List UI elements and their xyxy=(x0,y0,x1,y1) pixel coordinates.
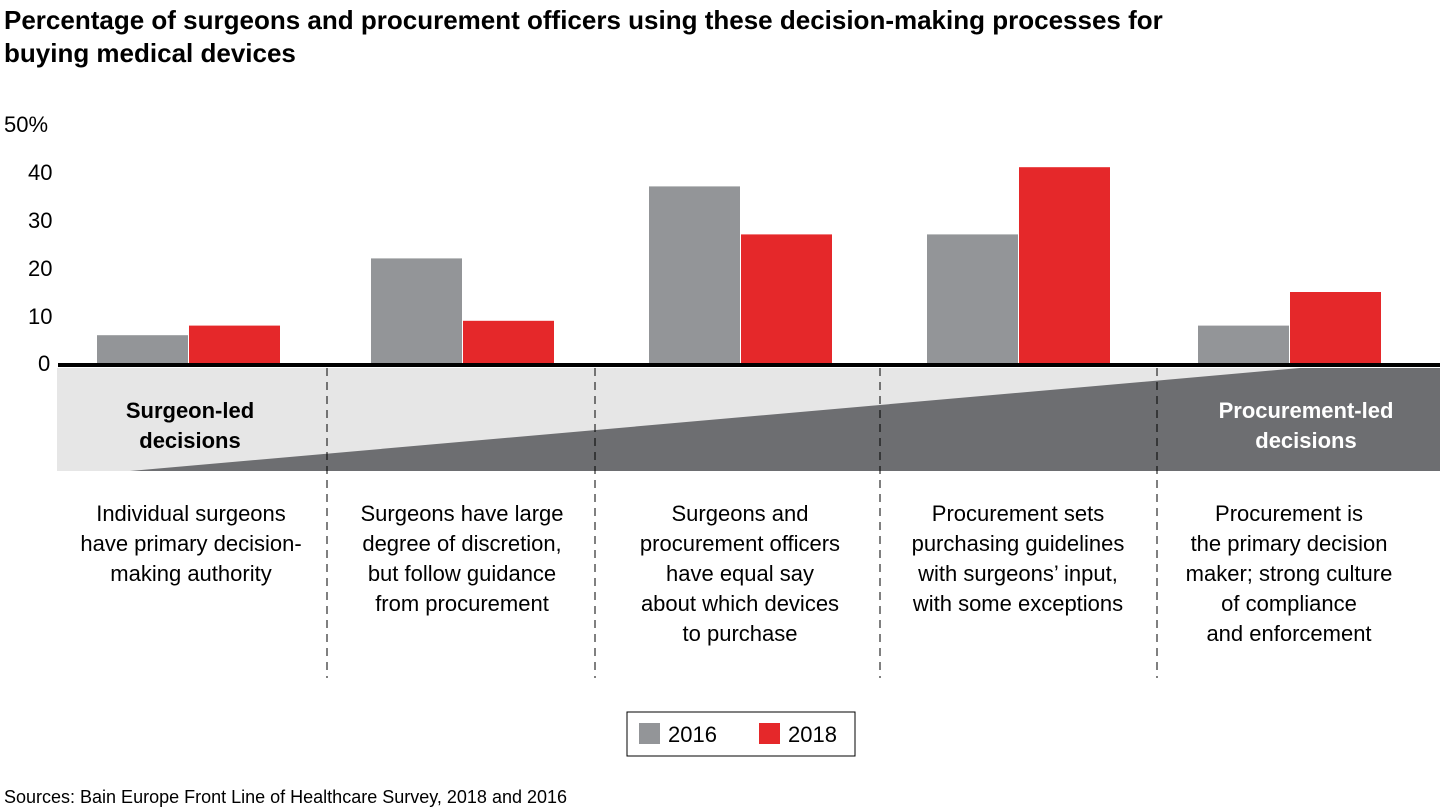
category-label-line: have primary decision- xyxy=(80,531,301,556)
bars xyxy=(97,167,1381,364)
category-label-line: Surgeons and xyxy=(672,501,809,526)
category-label-line: Procurement sets xyxy=(932,501,1104,526)
source-note: Sources: Bain Europe Front Line of Healt… xyxy=(4,787,567,807)
category-label-line: have equal say xyxy=(666,561,814,586)
bar-2016-4 xyxy=(927,234,1018,364)
y-tick-label: 50% xyxy=(4,112,48,137)
chart-title-line-1: Percentage of surgeons and procurement o… xyxy=(4,5,1163,35)
chart-title-line-2: buying medical devices xyxy=(4,38,296,68)
category-label-line: Individual surgeons xyxy=(96,501,286,526)
band-right-label: Procurement-led xyxy=(1219,398,1394,423)
bar-2018-5 xyxy=(1290,292,1381,364)
category-dividers xyxy=(326,368,1158,678)
bar-2018-4 xyxy=(1019,167,1110,364)
category-label-line: the primary decision xyxy=(1191,531,1388,556)
category-label-line: purchasing guidelines xyxy=(912,531,1125,556)
bar-2016-1 xyxy=(97,335,188,364)
band-right-label: decisions xyxy=(1255,428,1356,453)
bar-2016-5 xyxy=(1198,325,1289,364)
bar-2018-3 xyxy=(741,234,832,364)
category-label-line: procurement officers xyxy=(640,531,840,556)
category-label-line: making authority xyxy=(110,561,271,586)
category-label-line: with some exceptions xyxy=(912,591,1123,616)
category-label-line: of compliance xyxy=(1221,591,1357,616)
legend-box xyxy=(626,711,856,757)
category-label-line: but follow guidance xyxy=(368,561,556,586)
y-tick-label: 30 xyxy=(28,208,52,233)
category-labels: Individual surgeons have primary decision… xyxy=(80,501,1392,646)
legend-swatch-2016 xyxy=(639,723,660,744)
bar-2018-1 xyxy=(189,325,280,364)
category-label-line: from procurement xyxy=(375,591,549,616)
y-tick-label: 0 xyxy=(38,351,50,376)
category-label-line: and enforcement xyxy=(1206,621,1371,646)
category-label-line: Surgeons have large xyxy=(360,501,563,526)
decision-band: Surgeon-led decisions Procurement-led decis… xyxy=(57,368,1440,471)
band-dark-wedge xyxy=(130,368,1440,471)
bar-2016-2 xyxy=(371,258,462,364)
legend-swatch-2018 xyxy=(759,723,780,744)
category-label-line: about which devices xyxy=(641,591,839,616)
y-tick-label: 40 xyxy=(28,160,52,185)
y-tick-label: 10 xyxy=(28,304,52,329)
y-axis: 0 10 20 30 40 50% xyxy=(4,112,52,376)
category-label-line: to purchase xyxy=(683,621,798,646)
bar-2018-2 xyxy=(463,320,554,364)
legend: 2016 2018 xyxy=(626,711,856,757)
category-label-line: degree of discretion, xyxy=(362,531,561,556)
legend-label-2016: 2016 xyxy=(668,722,717,747)
legend-label-2018: 2018 xyxy=(788,722,837,747)
category-label-line: with surgeons’ input, xyxy=(917,561,1118,586)
band-left-label: Surgeon-led xyxy=(126,398,254,423)
category-label-line: maker; strong culture xyxy=(1186,561,1393,586)
bar-2016-3 xyxy=(649,186,740,364)
y-tick-label: 20 xyxy=(28,256,52,281)
band-left-label: decisions xyxy=(139,428,240,453)
category-label-line: Procurement is xyxy=(1215,501,1363,526)
